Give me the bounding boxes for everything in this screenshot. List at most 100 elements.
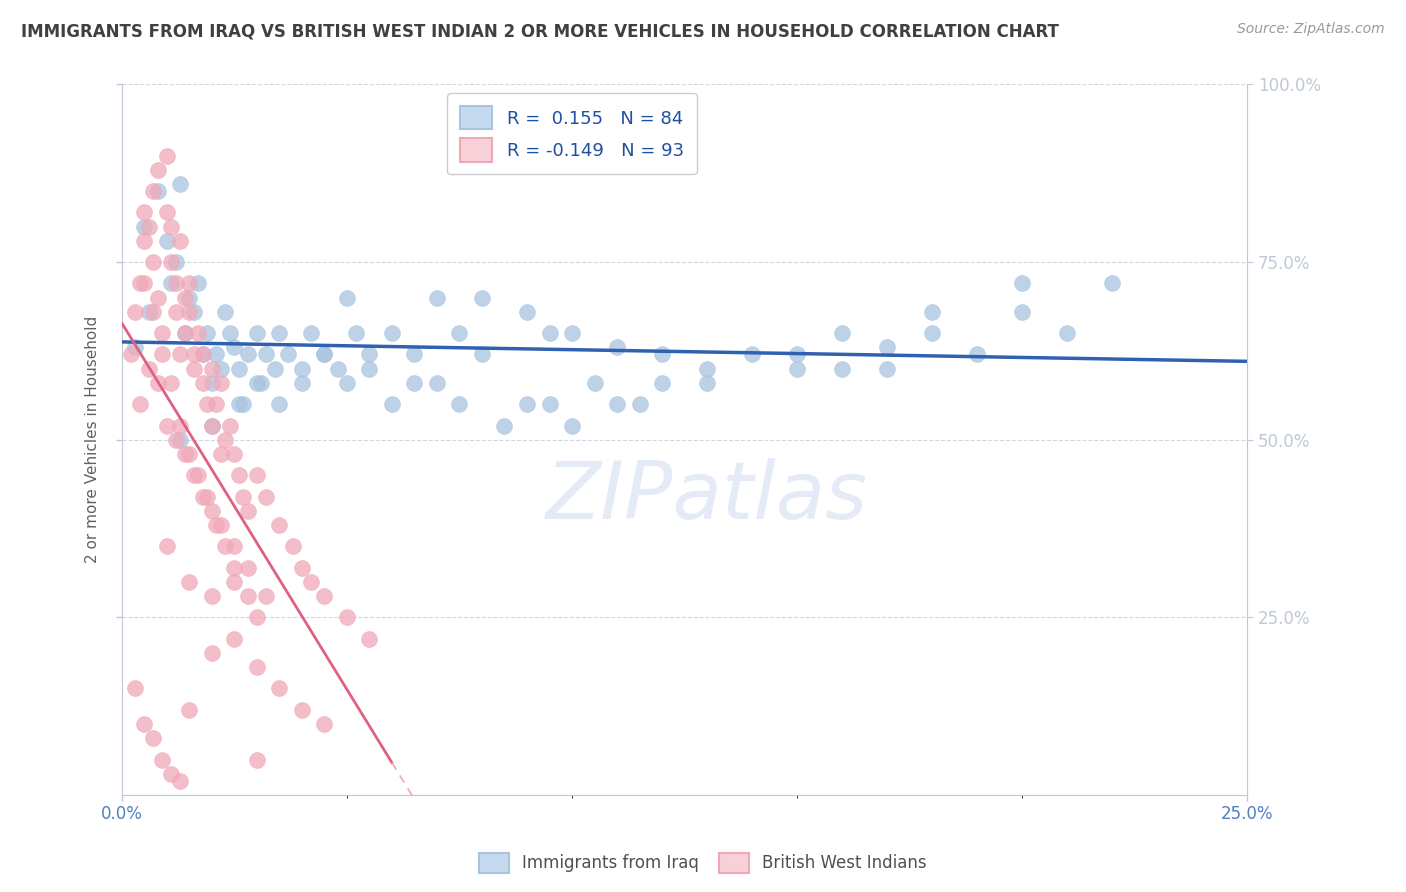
Point [201,589,224,603]
Point [134,234,156,248]
Point [214,539,236,553]
Point [232,397,254,411]
Point [381,326,404,340]
Point [201,418,224,433]
Point [165,277,187,291]
Point [606,340,628,354]
Point [561,326,583,340]
Point [246,610,269,624]
Point [326,361,349,376]
Point [1056,326,1078,340]
Point [583,376,606,390]
Point [381,397,404,411]
Point [494,418,516,433]
Legend: R =  0.155   N = 84, R = -0.149   N = 93: R = 0.155 N = 84, R = -0.149 N = 93 [447,94,697,174]
Point [214,433,236,447]
Point [169,234,191,248]
Point [876,361,898,376]
Point [336,610,359,624]
Point [471,291,494,305]
Point [134,205,156,219]
Point [146,291,169,305]
Point [124,681,146,696]
Point [228,361,250,376]
Point [246,376,269,390]
Point [179,447,201,461]
Point [165,255,187,269]
Point [183,468,205,483]
Point [195,397,218,411]
Point [1011,305,1033,319]
Point [142,255,165,269]
Point [201,504,224,518]
Point [120,347,142,361]
Point [138,361,160,376]
Point [224,340,246,354]
Point [209,376,232,390]
Point [160,277,183,291]
Point [291,361,314,376]
Point [336,291,359,305]
Point [160,376,183,390]
Point [134,219,156,234]
Point [471,347,494,361]
Point [195,326,218,340]
Point [921,305,943,319]
Point [786,347,808,361]
Point [156,148,179,162]
Point [404,347,426,361]
Point [651,376,673,390]
Point [124,305,146,319]
Point [741,347,763,361]
Point [201,646,224,660]
Point [128,397,150,411]
Point [291,560,314,574]
Point [179,277,201,291]
Point [142,305,165,319]
Point [134,277,156,291]
Point [224,447,246,461]
Point [246,468,269,483]
Point [232,490,254,504]
Point [449,326,471,340]
Point [246,660,269,674]
Point [187,326,209,340]
Point [426,291,449,305]
Point [269,518,291,533]
Point [187,277,209,291]
Point [224,539,246,553]
Point [344,326,367,340]
Point [150,326,173,340]
Point [228,397,250,411]
Point [269,681,291,696]
Point [538,397,561,411]
Point [156,234,179,248]
Point [156,418,179,433]
Point [156,205,179,219]
Point [191,347,214,361]
Point [191,376,214,390]
Point [179,305,201,319]
Point [165,433,187,447]
Point [209,447,232,461]
Point [179,703,201,717]
Point [254,490,277,504]
Text: Source: ZipAtlas.com: Source: ZipAtlas.com [1237,22,1385,37]
Point [173,326,195,340]
Point [169,347,191,361]
Point [281,539,304,553]
Point [150,347,173,361]
Point [561,418,583,433]
Point [183,305,205,319]
Point [228,468,250,483]
Point [299,574,322,589]
Point [183,347,205,361]
Point [651,347,673,361]
Point [128,277,150,291]
Point [142,184,165,198]
Point [224,560,246,574]
Point [696,376,718,390]
Point [191,490,214,504]
Point [606,397,628,411]
Point [426,376,449,390]
